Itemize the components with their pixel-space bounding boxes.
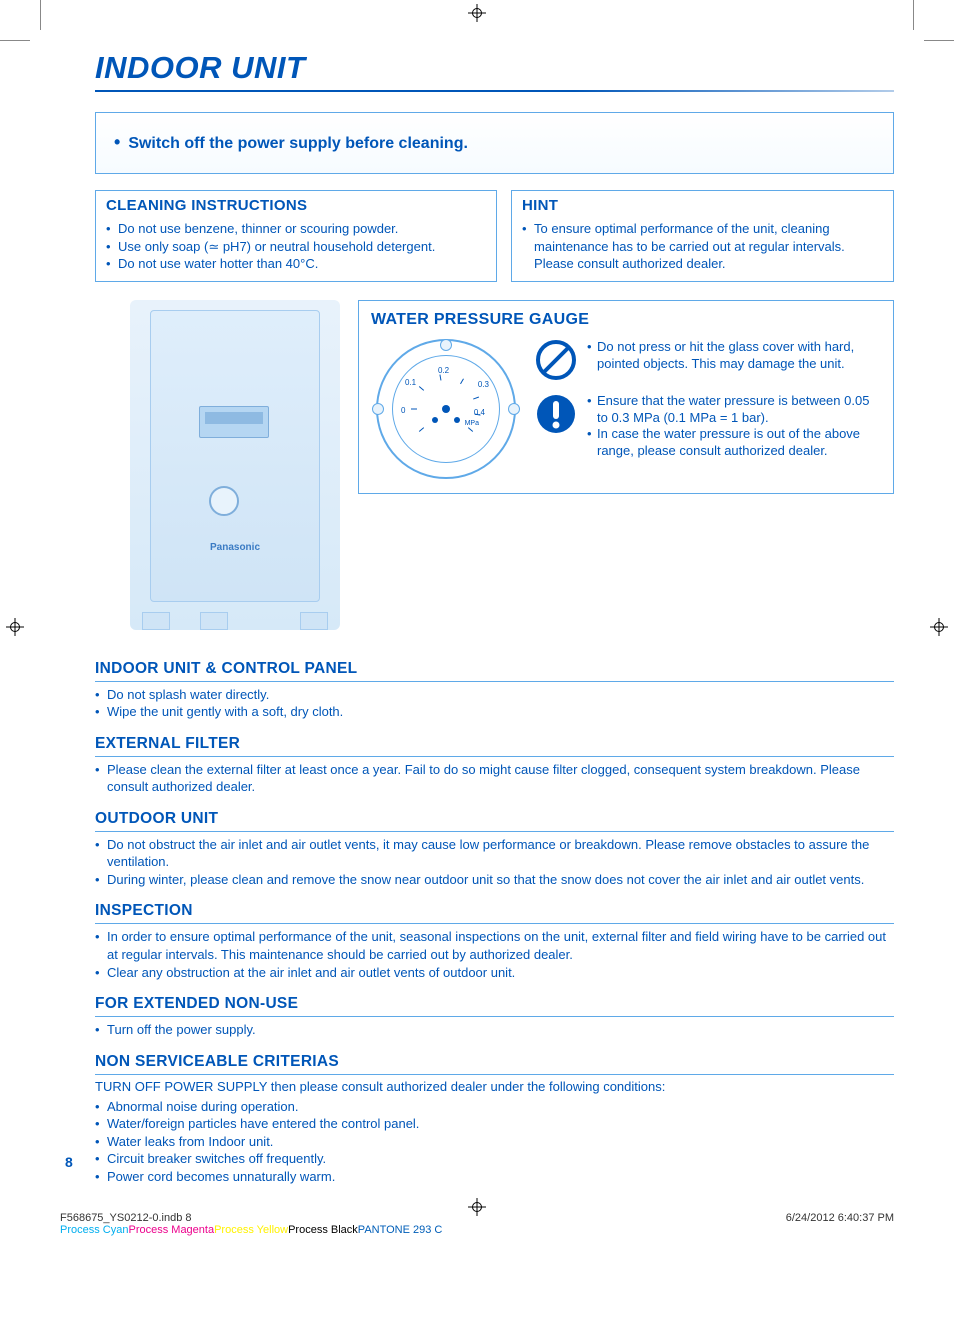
- gauge-title: WATER PRESSURE GAUGE: [371, 311, 881, 329]
- bullet-icon: •: [114, 133, 120, 151]
- list-item: Clear any obstruction at the air inlet a…: [95, 964, 894, 982]
- list-item: Do not use water hotter than 40°C.: [106, 255, 486, 273]
- footer-timestamp: 6/24/2012 6:40:37 PM: [786, 1212, 894, 1224]
- color-yellow: Process Yellow: [214, 1224, 288, 1236]
- gauge-dial-illustration: 0 0.1 0.2 0.3 0.4 MPa: [371, 339, 521, 479]
- hint-panel: HINT To ensure optimal performance of th…: [511, 190, 894, 282]
- color-pantone: PANTONE 293 C: [358, 1224, 443, 1236]
- unit-gauge-icon: [209, 486, 239, 516]
- gauge-scale-unit: MPa: [465, 420, 479, 427]
- section-outdoor: OUTDOOR UNIT Do not obstruct the air inl…: [95, 810, 894, 889]
- list-item: Wipe the unit gently with a soft, dry cl…: [95, 703, 894, 721]
- list-item: Circuit breaker switches off frequently.: [95, 1150, 894, 1168]
- print-footer: F568675_YS0212-0.indb 8 6/24/2012 6:40:3…: [60, 1212, 894, 1236]
- gauge-scale-1: 0.1: [405, 378, 416, 387]
- section-nonuse: FOR EXTENDED NON-USE Turn off the power …: [95, 995, 894, 1039]
- gauge-scale-0: 0: [401, 406, 405, 415]
- indoor-unit-illustration: Panasonic: [130, 300, 340, 630]
- section-title: NON SERVICEABLE CRITERIAS: [95, 1053, 894, 1075]
- list-item: Power cord becomes unnaturally warm.: [95, 1168, 894, 1186]
- color-magenta: Process Magenta: [128, 1224, 214, 1236]
- list-item: During winter, please clean and remove t…: [95, 871, 894, 889]
- list-item: Do not obstruct the air inlet and air ou…: [95, 836, 894, 871]
- list-item: Please clean the external filter at leas…: [95, 761, 894, 796]
- section-title: INSPECTION: [95, 902, 894, 924]
- title-rule: [95, 90, 894, 92]
- color-black: Process Black: [288, 1224, 358, 1236]
- gauge-panel: WATER PRESSURE GAUGE: [358, 300, 894, 494]
- section-external-filter: EXTERNAL FILTER Please clean the externa…: [95, 735, 894, 796]
- hint-list: To ensure optimal performance of the uni…: [522, 220, 883, 273]
- section-title: FOR EXTENDED NON-USE: [95, 995, 894, 1017]
- cleaning-list: Do not use benzene, thinner or scouring …: [106, 220, 486, 273]
- cleaning-panel: CLEANING INSTRUCTIONS Do not use benzene…: [95, 190, 497, 282]
- list-item: Ensure that the water pressure is betwee…: [587, 393, 881, 427]
- section-title: OUTDOOR UNIT: [95, 810, 894, 832]
- section-title: INDOOR UNIT & CONTROL PANEL: [95, 660, 894, 682]
- section-inspection: INSPECTION In order to ensure optimal pe…: [95, 902, 894, 981]
- warning-text: Switch off the power supply before clean…: [128, 135, 468, 153]
- section-nonservice: NON SERVICEABLE CRITERIAS TURN OFF POWER…: [95, 1053, 894, 1186]
- footer-file: F568675_YS0212-0.indb 8: [60, 1212, 192, 1224]
- gauge-scale-3: 0.3: [478, 380, 489, 389]
- warning-box: • Switch off the power supply before cle…: [95, 112, 894, 174]
- section-intro: TURN OFF POWER SUPPLY then please consul…: [95, 1079, 894, 1096]
- list-item: Abnormal noise during operation.: [95, 1098, 894, 1116]
- gauge-scale-2: 0.2: [438, 366, 449, 375]
- list-item: Do not use benzene, thinner or scouring …: [106, 220, 486, 238]
- list-item: Use only soap (≃ pH7) or neutral househo…: [106, 238, 486, 256]
- color-cyan: Process Cyan: [60, 1224, 128, 1236]
- page-title: INDOOR UNIT: [95, 50, 894, 86]
- prohibit-icon: [535, 339, 577, 381]
- caution-icon: [535, 393, 577, 435]
- list-item: Do not splash water directly.: [95, 686, 894, 704]
- section-title: EXTERNAL FILTER: [95, 735, 894, 757]
- section-indoor: INDOOR UNIT & CONTROL PANEL Do not splas…: [95, 660, 894, 721]
- list-item: In order to ensure optimal performance o…: [95, 928, 894, 963]
- list-item: Turn off the power supply.: [95, 1021, 894, 1039]
- cleaning-title: CLEANING INSTRUCTIONS: [96, 191, 496, 218]
- gauge-scale-4: 0.4: [474, 408, 485, 417]
- unit-brand-label: Panasonic: [151, 542, 319, 553]
- list-item: In case the water pressure is out of the…: [587, 426, 881, 460]
- unit-display-icon: [199, 406, 269, 438]
- hint-title: HINT: [512, 191, 893, 218]
- list-item: Water/foreign particles have entered the…: [95, 1115, 894, 1133]
- list-item: Do not press or hit the glass cover with…: [587, 339, 881, 373]
- list-item: Water leaks from Indoor unit.: [95, 1133, 894, 1151]
- page-number: 8: [65, 1154, 73, 1170]
- list-item: To ensure optimal performance of the uni…: [522, 220, 883, 273]
